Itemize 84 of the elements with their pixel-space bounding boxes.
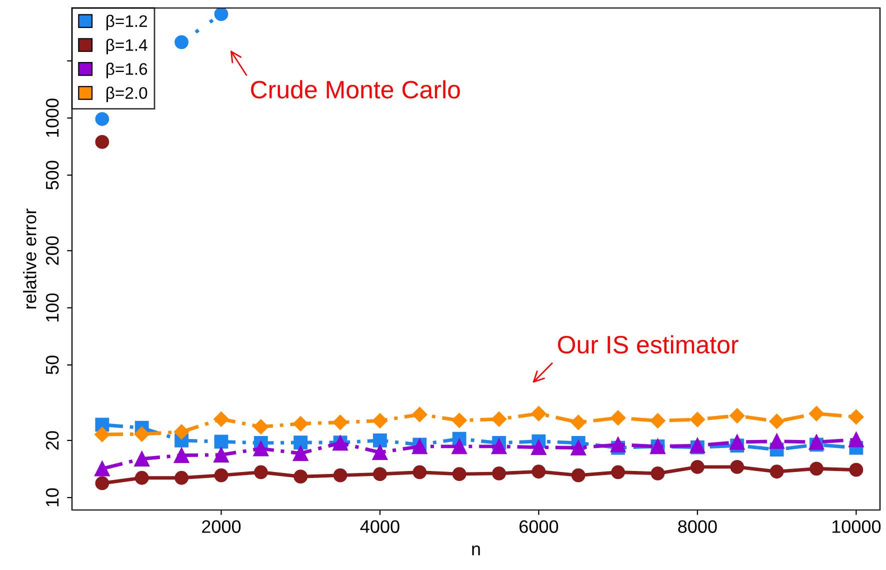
point [254, 465, 268, 480]
x-tick-label: 10000 [832, 520, 881, 533]
annotation: Crude Monte Carlo [251, 80, 460, 99]
point [452, 467, 466, 482]
point [570, 414, 586, 430]
y-tick-label: 50 [46, 356, 59, 374]
point [294, 470, 308, 484]
point [452, 412, 467, 428]
point [134, 470, 149, 485]
x-tick-label: 4000 [360, 520, 400, 533]
point [808, 406, 824, 422]
point [94, 426, 110, 442]
point [94, 461, 110, 476]
point [610, 437, 626, 452]
point [95, 135, 110, 149]
point [134, 451, 150, 466]
point [690, 412, 706, 428]
point [372, 444, 388, 460]
point [610, 410, 626, 426]
point [174, 424, 190, 440]
point [293, 416, 308, 432]
annotation: Our IS estimator [558, 335, 738, 354]
point [849, 462, 864, 477]
legend-label: β=1.2 [106, 14, 147, 30]
point [372, 413, 388, 428]
point [491, 438, 507, 454]
point [333, 468, 348, 482]
point [729, 434, 745, 450]
point [214, 447, 229, 462]
point [531, 406, 546, 422]
point [848, 432, 864, 448]
point [294, 436, 308, 450]
point [770, 464, 784, 479]
point [531, 440, 546, 455]
point [611, 465, 626, 480]
point [95, 112, 110, 126]
point [808, 434, 824, 450]
point [412, 465, 427, 480]
point [690, 460, 704, 474]
point [412, 406, 428, 422]
point [332, 414, 348, 430]
point [650, 413, 666, 428]
point [570, 440, 586, 456]
point [730, 460, 744, 474]
y-tick-label: 200 [46, 236, 59, 265]
point [373, 467, 387, 482]
point [650, 466, 665, 480]
point [412, 438, 428, 454]
y-tick-label: 1000 [46, 98, 59, 137]
point [174, 35, 188, 50]
point [95, 476, 110, 490]
legend-label: β=1.6 [106, 62, 148, 78]
point [452, 438, 467, 454]
point [769, 414, 784, 429]
point [214, 434, 228, 449]
x-tick-label: 8000 [678, 520, 717, 533]
y-tick-label: 20 [46, 431, 59, 450]
x-tick-label: 6000 [520, 520, 558, 533]
legend-label: β=2.0 [106, 86, 148, 102]
point [214, 8, 228, 22]
point [253, 441, 269, 456]
legend-label: β=1.4 [106, 38, 148, 54]
x-axis-title: n [472, 545, 480, 556]
point [214, 468, 228, 482]
point [571, 468, 586, 482]
point [848, 409, 864, 425]
y-tick-label: 10 [46, 488, 59, 506]
y-tick-label: 100 [46, 293, 59, 322]
point [532, 464, 546, 479]
point [730, 408, 745, 424]
point [373, 434, 387, 448]
point [292, 446, 308, 461]
point [174, 448, 190, 463]
point [491, 412, 507, 427]
point [214, 412, 229, 427]
y-axis-title: relative error [23, 208, 36, 308]
point [134, 426, 150, 442]
point [810, 462, 824, 476]
point [492, 466, 506, 480]
point [174, 470, 188, 485]
y-tick-label: 500 [46, 160, 59, 190]
point [769, 434, 784, 449]
point [253, 419, 268, 434]
x-tick-label: 2000 [202, 520, 241, 533]
